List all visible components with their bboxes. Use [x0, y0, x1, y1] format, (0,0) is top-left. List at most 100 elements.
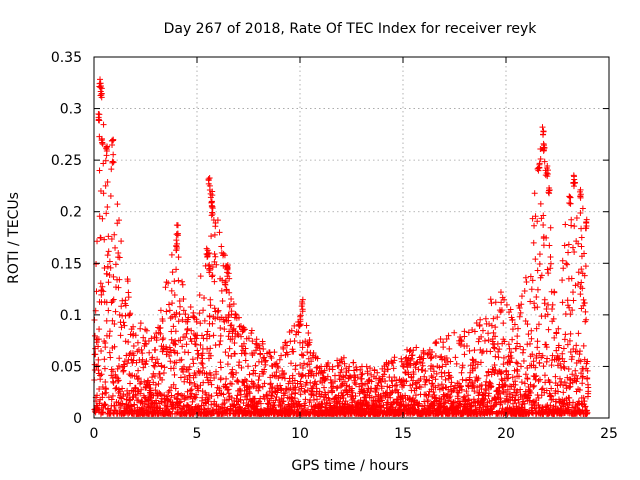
data-point [102, 157, 109, 164]
data-point [486, 379, 493, 386]
data-point [537, 155, 544, 162]
data-point [301, 360, 308, 367]
data-point [314, 355, 321, 362]
data-point [232, 311, 239, 318]
data-point [217, 338, 224, 345]
data-point [196, 310, 203, 317]
data-point [560, 382, 567, 389]
data-point [477, 346, 484, 353]
data-point [578, 279, 585, 286]
data-point [115, 284, 122, 291]
data-point [273, 394, 280, 401]
data-point [485, 337, 492, 344]
data-point [207, 302, 214, 309]
y-tick-labels: 0 0.05 0.1 0.15 0.2 0.25 0.3 0.35 [51, 50, 82, 427]
data-point [127, 402, 134, 409]
data-point [583, 316, 590, 323]
data-point [304, 387, 311, 394]
data-point [234, 392, 241, 399]
data-point [419, 362, 426, 369]
data-point [179, 281, 186, 288]
data-point [575, 269, 582, 276]
data-point [228, 322, 235, 329]
data-point [523, 278, 530, 285]
data-point [323, 400, 330, 407]
data-point [321, 367, 328, 374]
data-point [567, 330, 574, 337]
data-point [295, 370, 302, 377]
data-point [211, 374, 218, 381]
data-point [220, 250, 227, 257]
data-point [541, 372, 548, 379]
data-point [514, 333, 521, 340]
data-point [165, 301, 172, 308]
data-point [560, 363, 567, 370]
data-point [540, 242, 547, 249]
data-point [168, 336, 175, 343]
data-point [208, 381, 215, 388]
data-point [562, 221, 569, 228]
data-point [291, 338, 298, 345]
data-point [173, 247, 180, 254]
data-point [570, 173, 577, 180]
data-point [297, 391, 304, 398]
data-point [544, 355, 551, 362]
data-point [549, 352, 556, 359]
data-point [572, 367, 579, 374]
data-point [359, 370, 366, 377]
data-point [527, 298, 534, 305]
data-point [98, 371, 105, 378]
data-point [447, 358, 454, 365]
data-point [99, 139, 106, 146]
data-point [160, 335, 167, 342]
data-point [532, 364, 539, 371]
data-point [295, 329, 302, 336]
data-point [475, 338, 482, 345]
data-point [106, 328, 113, 335]
data-point [307, 379, 314, 386]
data-point [200, 379, 207, 386]
data-point [204, 374, 211, 381]
data-point [177, 337, 184, 344]
x-tick-label: 5 [193, 426, 202, 442]
data-point [246, 371, 253, 378]
data-point [513, 345, 520, 352]
data-point [195, 387, 202, 394]
data-point [569, 244, 576, 251]
data-point [172, 328, 179, 335]
data-point [537, 145, 544, 152]
data-point [482, 315, 489, 322]
data-point [205, 392, 212, 399]
data-point [124, 360, 131, 367]
data-point [346, 363, 353, 370]
data-point [461, 328, 468, 335]
data-point [151, 372, 158, 379]
data-point [207, 194, 214, 201]
data-point [165, 280, 172, 287]
data-point [517, 343, 524, 350]
data-point [485, 330, 492, 337]
data-point [573, 342, 580, 349]
data-point [540, 147, 547, 154]
data-point [474, 361, 481, 368]
data-point [115, 377, 122, 384]
data-point [526, 397, 533, 404]
data-point [552, 387, 559, 394]
data-point [96, 386, 103, 393]
data-point [99, 215, 106, 222]
data-point [137, 320, 144, 327]
data-point [214, 217, 221, 224]
data-point [173, 237, 180, 244]
data-point [130, 352, 137, 359]
data-points [91, 76, 592, 417]
data-point [116, 217, 123, 224]
data-point [253, 336, 260, 343]
data-point [217, 359, 224, 366]
data-point [564, 302, 571, 309]
data-point [522, 371, 529, 378]
data-point [483, 378, 490, 385]
data-point [279, 398, 286, 405]
data-point [500, 361, 507, 368]
data-point [578, 266, 585, 273]
data-point [105, 233, 112, 240]
